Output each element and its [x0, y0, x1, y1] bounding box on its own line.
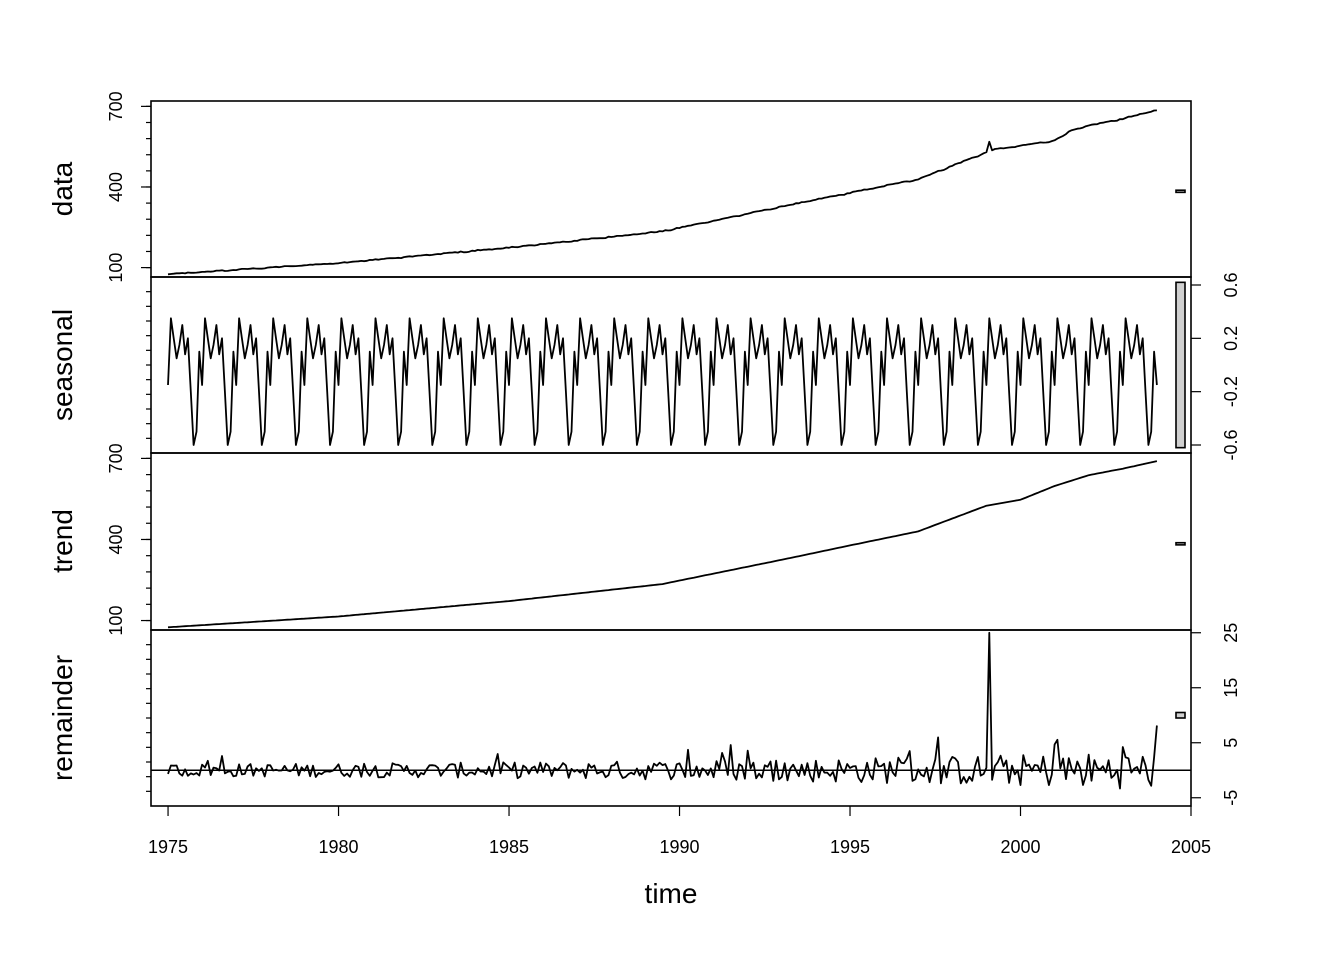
- x-axis-title: time: [645, 878, 698, 909]
- left-tick-label: 400: [106, 172, 126, 202]
- left-tick-label: 100: [106, 606, 126, 636]
- left-tick-label: 700: [106, 443, 126, 473]
- range-bar-data: [1175, 189, 1186, 194]
- left-tick-label: 400: [106, 524, 126, 554]
- panel-label-seasonal: seasonal: [47, 309, 78, 421]
- range-bar-remainder: [1175, 711, 1186, 719]
- panel-label-trend: trend: [47, 509, 78, 573]
- panel-label-data: data: [47, 161, 78, 216]
- x-tick-label: 1995: [830, 837, 870, 857]
- x-tick-label: 1990: [660, 837, 700, 857]
- range-bar-trend: [1175, 541, 1186, 546]
- x-axis: 1975 1980 1985 1990 1995 2000 2005: [148, 806, 1211, 857]
- series-line-seasonal: [167, 317, 1158, 446]
- right-tick-label: 25: [1221, 623, 1241, 643]
- right-tick-label: -5: [1221, 790, 1241, 806]
- series-line-remainder: [167, 631, 1158, 790]
- panel-label-remainder: remainder: [47, 655, 78, 781]
- panel-frame-data: [150, 100, 1192, 278]
- panel-frame-seasonal: [150, 276, 1192, 454]
- panel-data: data 100 400 700: [47, 91, 1192, 283]
- right-tick-label: -0.2: [1221, 376, 1241, 407]
- series-line-data: [167, 109, 1157, 276]
- chart-panels: data 100 400 700 seasonal 0.6 0.2 -0.2 -0.6 trend…: [47, 91, 1241, 807]
- x-tick-label: 1985: [489, 837, 529, 857]
- x-tick-label: 2005: [1171, 837, 1211, 857]
- range-bar-seasonal: [1175, 281, 1186, 449]
- x-tick-label: 1980: [319, 837, 359, 857]
- left-tick-label: 700: [106, 91, 126, 121]
- panel-remainder: remainder 25 15 5 -5: [47, 623, 1241, 807]
- left-tick-label: 100: [106, 253, 126, 283]
- right-tick-label: -0.6: [1221, 429, 1241, 460]
- x-tick-label: 1975: [148, 837, 188, 857]
- right-tick-label: 0.2: [1221, 326, 1241, 351]
- right-tick-label: 0.6: [1221, 272, 1241, 297]
- panel-trend: trend 100 400 700: [47, 443, 1192, 636]
- panel-seasonal: seasonal 0.6 0.2 -0.2 -0.6: [47, 272, 1241, 460]
- series-line-trend: [167, 460, 1158, 629]
- x-tick-label: 2000: [1000, 837, 1040, 857]
- right-tick-label: 15: [1221, 678, 1241, 698]
- right-tick-label: 5: [1221, 738, 1241, 748]
- panel-frame-trend: [150, 452, 1192, 631]
